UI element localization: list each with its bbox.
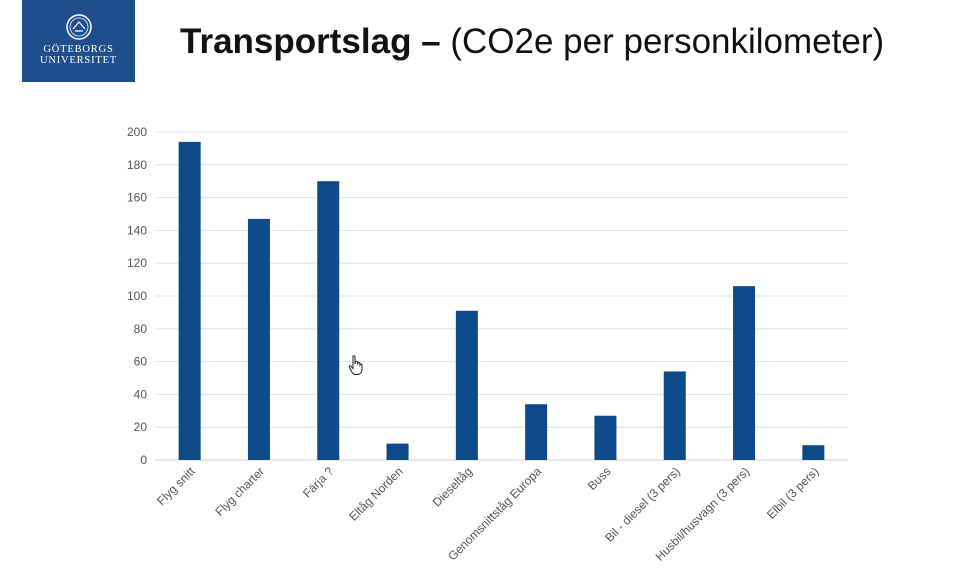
x-tick-label: Färja ? bbox=[300, 464, 337, 501]
slide-title-rest: (CO2e per personkilometer) bbox=[440, 22, 885, 61]
bar bbox=[455, 310, 478, 460]
y-tick-label: 100 bbox=[127, 289, 147, 303]
slide-title: Transportslag – (CO2e per personkilomete… bbox=[180, 22, 884, 62]
x-tick-label: Buss bbox=[585, 464, 614, 493]
x-tick-label: Eltåg Norden bbox=[346, 464, 405, 523]
x-tick-label: Bil - diesel (3 pers) bbox=[602, 464, 683, 545]
x-tick-label: Dieseltåg bbox=[430, 464, 475, 509]
bar bbox=[178, 141, 201, 460]
y-tick-label: 120 bbox=[127, 256, 147, 270]
university-seal-icon bbox=[65, 14, 92, 40]
y-tick-label: 20 bbox=[134, 420, 148, 434]
bar bbox=[525, 404, 548, 460]
bar bbox=[663, 371, 686, 460]
y-tick-label: 80 bbox=[134, 322, 148, 336]
logo-line-1: GÖTEBORGS bbox=[43, 44, 114, 55]
y-tick-label: 200 bbox=[127, 125, 147, 139]
bar bbox=[317, 181, 340, 460]
x-tick-label: Flyg snitt bbox=[154, 464, 198, 508]
hand-cursor-icon bbox=[348, 355, 363, 375]
y-tick-label: 180 bbox=[127, 158, 147, 172]
bar bbox=[247, 218, 270, 460]
y-tick-label: 140 bbox=[127, 223, 147, 237]
y-tick-label: 0 bbox=[140, 453, 147, 467]
bar bbox=[386, 443, 409, 460]
slide-title-bold: Transportslag – bbox=[180, 22, 441, 61]
bar bbox=[733, 286, 756, 460]
y-tick-label: 160 bbox=[127, 191, 147, 205]
bar bbox=[594, 415, 617, 460]
university-logo: GÖTEBORGS UNIVERSITET bbox=[22, 0, 135, 82]
bar bbox=[802, 445, 825, 460]
x-tick-label: Elbil (3 pers) bbox=[764, 464, 822, 522]
x-tick-label: Flyg charter bbox=[212, 464, 267, 519]
y-tick-label: 60 bbox=[134, 355, 148, 369]
y-tick-label: 40 bbox=[134, 387, 148, 401]
logo-line-2: UNIVERSITET bbox=[39, 55, 118, 66]
